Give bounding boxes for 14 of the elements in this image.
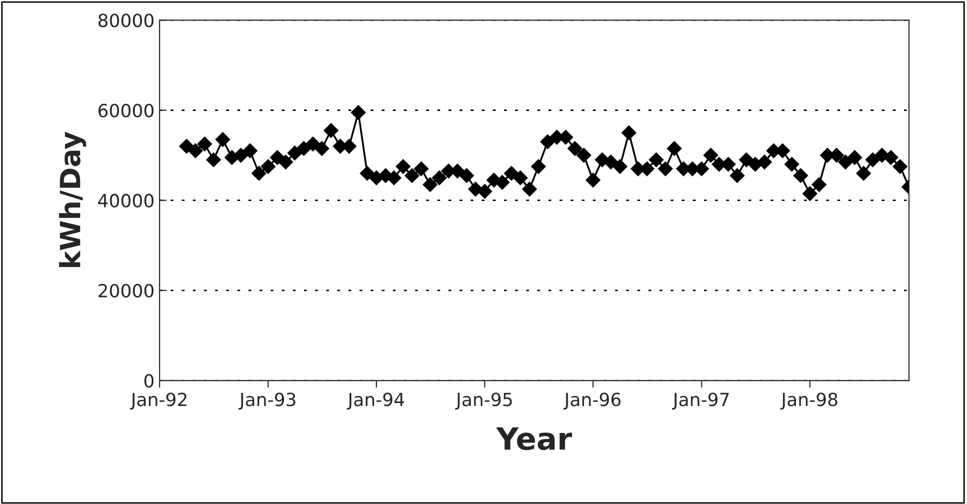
x-tick-label: Jan-92 bbox=[130, 392, 186, 410]
y-tick-label: 60000 bbox=[98, 104, 154, 118]
x-tick-label: Jan-93 bbox=[238, 392, 296, 410]
y-axis-title: kWh/Day bbox=[59, 132, 86, 268]
x-tick-label: Jan-97 bbox=[672, 392, 729, 410]
y-tick-label: 20000 bbox=[98, 284, 154, 298]
x-tick-label: Jan-98 bbox=[780, 392, 838, 410]
x-tick-label: Jan-94 bbox=[346, 392, 404, 410]
x-tick-label: Jan-96 bbox=[563, 392, 621, 410]
y-tick-label: 40000 bbox=[98, 194, 154, 208]
y-tick-label: 80000 bbox=[98, 14, 154, 28]
y-tick-label: 0 bbox=[144, 374, 154, 388]
x-tick-label: Jan-95 bbox=[455, 392, 512, 410]
x-axis-title: Year bbox=[496, 427, 572, 450]
